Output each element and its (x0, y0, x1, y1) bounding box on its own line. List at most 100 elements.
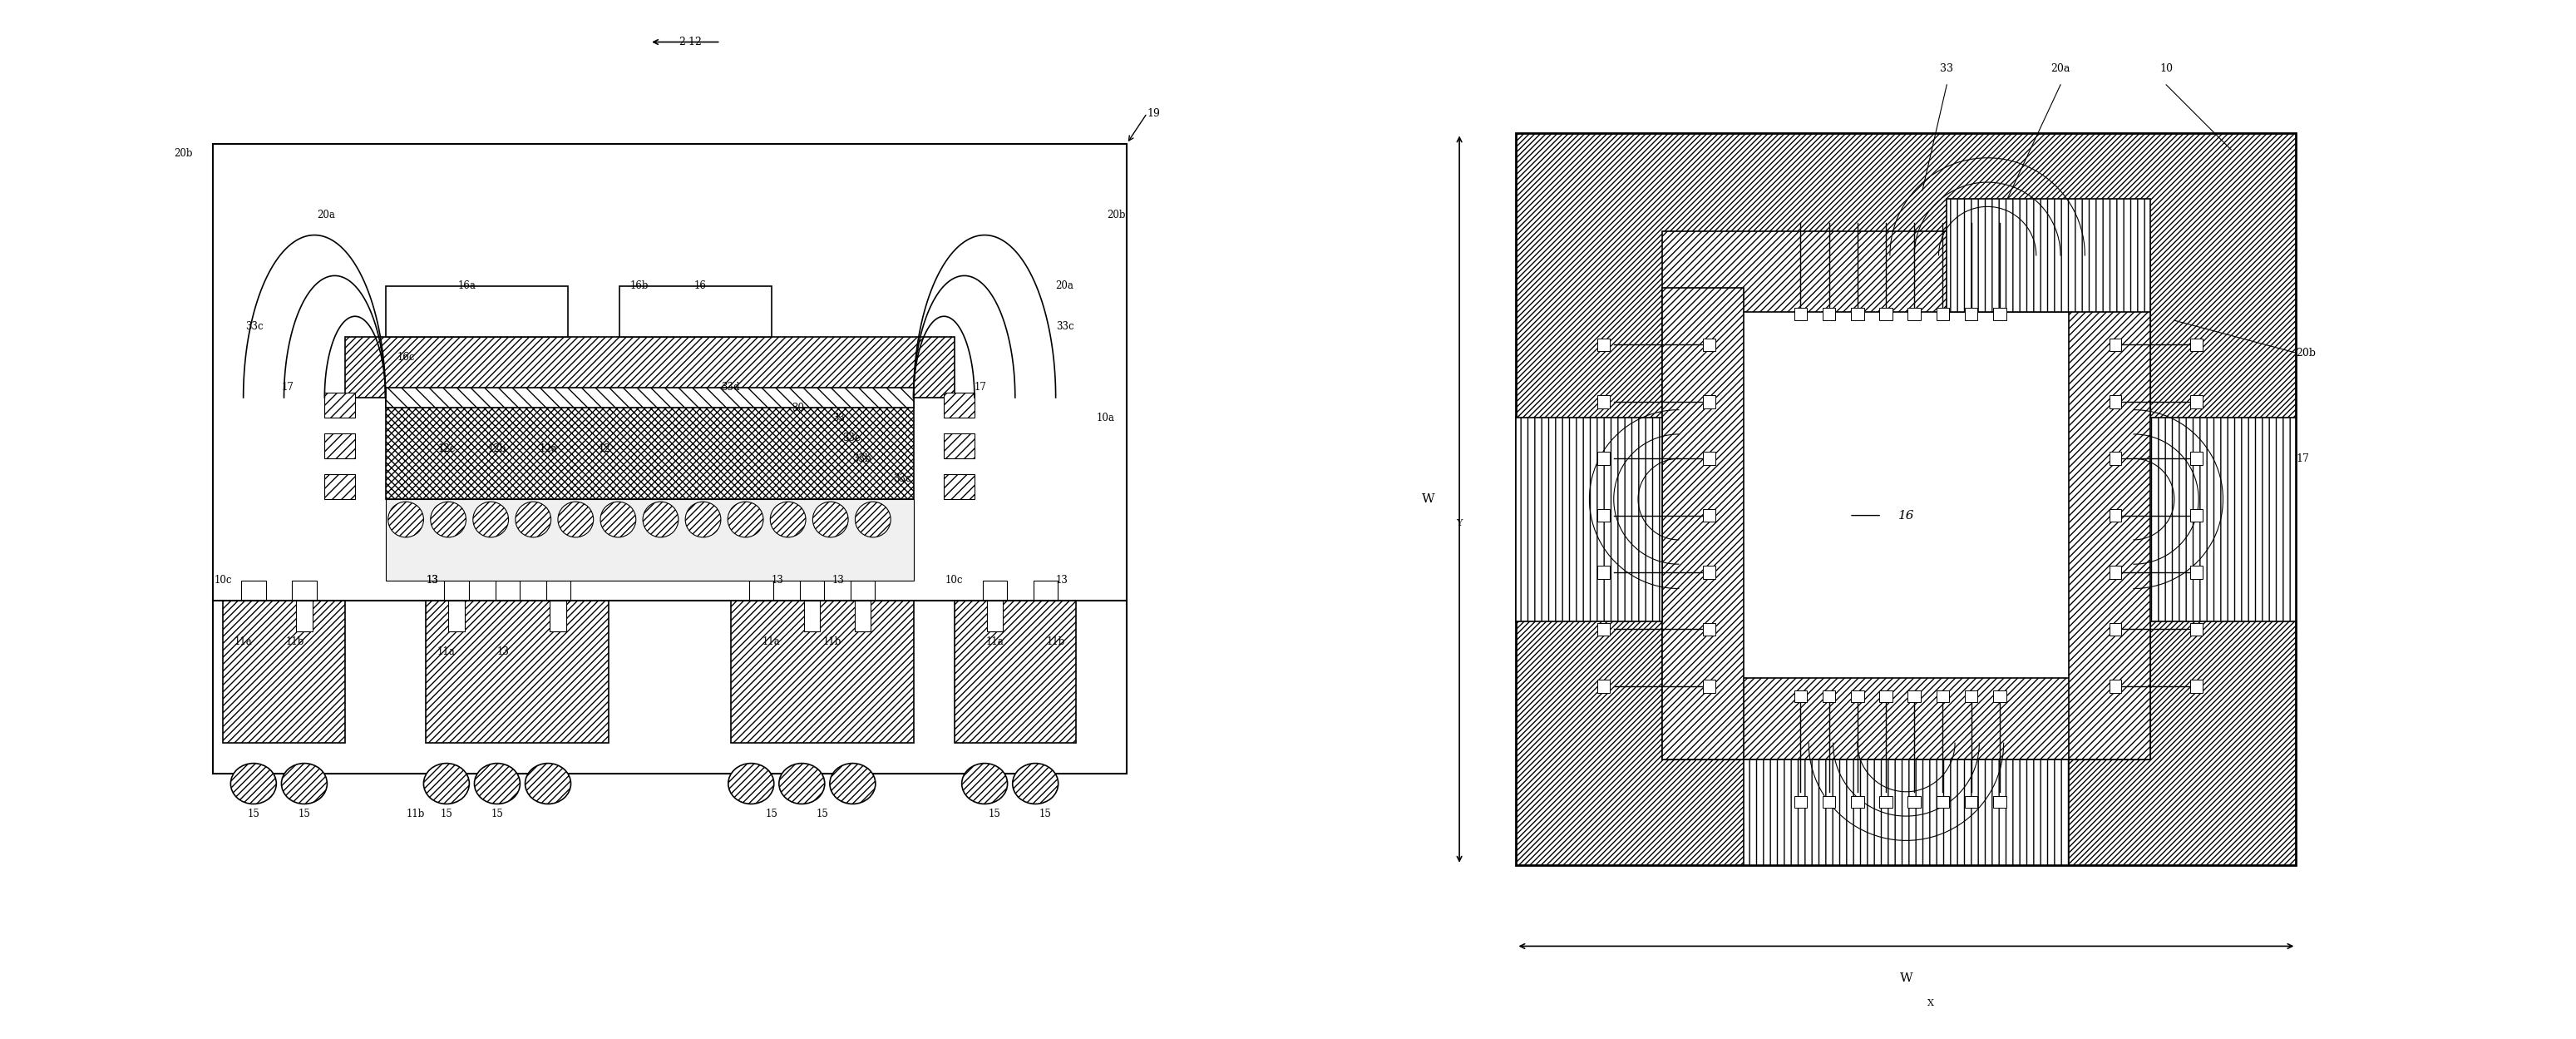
Bar (2151, 418, 2295, 621)
Ellipse shape (600, 502, 636, 537)
Bar (1662, 231, 2151, 313)
Text: 16: 16 (1899, 509, 1914, 522)
Bar (1703, 395, 1716, 408)
Text: 33c: 33c (1056, 321, 1074, 331)
Bar (943, 474, 974, 499)
Bar (325, 474, 355, 499)
Bar (425, 601, 608, 743)
Bar (1793, 796, 1806, 808)
Bar (987, 601, 1002, 632)
Text: 12: 12 (598, 443, 611, 454)
Bar (953, 601, 1077, 743)
Ellipse shape (430, 502, 466, 537)
Bar (1909, 309, 1922, 320)
Text: 15: 15 (1038, 808, 1051, 820)
Ellipse shape (855, 502, 891, 537)
Bar (943, 433, 974, 458)
Bar (448, 601, 464, 632)
Bar (1852, 309, 1865, 320)
Bar (1909, 796, 1922, 808)
Bar (2110, 680, 2123, 693)
Bar (2190, 339, 2202, 351)
Bar (2190, 509, 2202, 522)
Text: 11b: 11b (286, 636, 304, 647)
Bar (1909, 690, 1922, 702)
Text: 16: 16 (693, 281, 706, 291)
Text: X: X (1927, 998, 1935, 1007)
Bar (855, 601, 871, 632)
Bar (1597, 680, 1610, 693)
Bar (2110, 339, 2123, 351)
Bar (943, 393, 974, 418)
Text: Y: Y (1455, 520, 1463, 528)
Bar (2190, 395, 2202, 408)
Bar (325, 393, 355, 418)
Bar (1517, 418, 1662, 621)
Text: 33: 33 (832, 412, 845, 423)
Bar (1880, 309, 1893, 320)
Bar (386, 388, 914, 407)
Text: 15: 15 (817, 808, 829, 820)
Ellipse shape (685, 502, 721, 537)
Text: 13: 13 (497, 646, 510, 657)
Text: 20a: 20a (1056, 281, 1074, 291)
Bar (1821, 690, 1837, 702)
Text: 33c: 33c (245, 321, 263, 331)
Bar (2190, 566, 2202, 579)
Ellipse shape (515, 502, 551, 537)
Bar (1597, 566, 1610, 579)
Text: 13: 13 (832, 575, 845, 586)
Bar (1703, 622, 1716, 636)
Bar (1994, 309, 2007, 320)
Text: 11a: 11a (762, 636, 781, 647)
Text: 20a: 20a (2050, 63, 2071, 74)
Bar (1662, 288, 2151, 760)
Bar (1703, 339, 1716, 351)
Bar (495, 581, 520, 601)
Bar (618, 286, 770, 337)
Bar (551, 601, 567, 632)
Bar (804, 601, 819, 632)
Bar (750, 581, 773, 601)
Bar (1597, 509, 1610, 522)
Ellipse shape (559, 502, 592, 537)
Bar (1597, 395, 1610, 408)
Bar (1703, 566, 1716, 579)
Bar (1703, 509, 1716, 522)
Text: 33c: 33c (894, 474, 912, 484)
Bar (345, 337, 953, 398)
Bar (1703, 452, 1716, 465)
Text: 10c: 10c (945, 575, 963, 586)
Bar (799, 581, 824, 601)
Bar (1880, 796, 1893, 808)
Text: 11b: 11b (1046, 636, 1064, 647)
Text: 10a: 10a (1097, 412, 1115, 423)
Ellipse shape (729, 764, 773, 804)
Bar (981, 581, 1007, 601)
Bar (1597, 339, 1610, 351)
Text: 20b: 20b (2295, 347, 2316, 358)
Text: 11a: 11a (438, 646, 456, 657)
Bar (386, 499, 914, 581)
Bar (1852, 690, 1865, 702)
Bar (386, 398, 914, 499)
Bar (296, 601, 312, 632)
Ellipse shape (778, 764, 824, 804)
Text: W: W (1899, 973, 1911, 985)
Bar (1947, 198, 2151, 313)
Text: 15: 15 (765, 808, 778, 820)
Bar (1793, 309, 1806, 320)
Ellipse shape (422, 764, 469, 804)
Bar (1517, 133, 2295, 864)
Ellipse shape (389, 502, 422, 537)
Bar (1937, 690, 1950, 702)
Text: W: W (1422, 494, 1435, 505)
Text: 20b: 20b (1108, 209, 1126, 220)
Bar (2110, 452, 2123, 465)
Ellipse shape (232, 764, 276, 804)
Text: 13: 13 (425, 575, 438, 586)
Bar (1937, 309, 1950, 320)
Ellipse shape (526, 764, 572, 804)
Bar (1597, 622, 1610, 636)
Text: 11a: 11a (987, 636, 1005, 647)
